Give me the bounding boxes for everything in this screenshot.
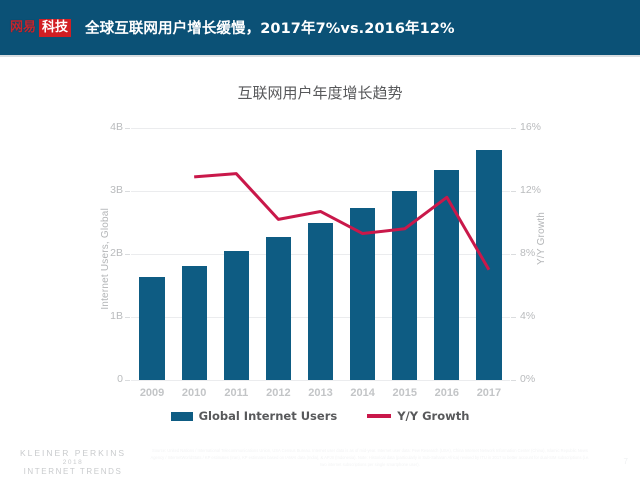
chart-title: 互联网用户年度增长趋势	[237, 84, 403, 102]
bar	[392, 191, 418, 380]
legend-item-line: Y/Y Growth	[367, 409, 469, 423]
x-tick-label: 2015	[392, 387, 417, 399]
y-axis-label-left: Internet Users, Global	[100, 208, 111, 310]
logo-red-badge: 科技	[39, 18, 72, 37]
y-tick-label-left: 4B	[110, 121, 123, 133]
x-tick-label: 2009	[139, 387, 165, 399]
gridline	[131, 191, 510, 192]
bar	[476, 150, 502, 380]
source-note: Source: United Nations / International T…	[150, 448, 590, 468]
y-tick-label-right: 8%	[520, 247, 536, 259]
line-series	[194, 172, 491, 271]
gridline	[131, 128, 510, 129]
bar-series	[131, 128, 510, 380]
chart-legend: Global Internet Users Y/Y Growth	[0, 409, 640, 423]
x-tick-label: 2016	[434, 387, 460, 399]
slide-header: 网易 科技 全球互联网用户增长缓慢，2017年7%vs.2016年12%	[0, 0, 640, 57]
growth-line-path	[194, 172, 491, 271]
axis-tickmark	[511, 317, 516, 318]
bar	[307, 223, 334, 380]
kleiner-perkins-logo: KLEINER PERKINS 2018 INTERNET TRENDS	[8, 448, 138, 477]
gridline	[131, 254, 510, 255]
legend-item-bars: Global Internet Users	[170, 409, 338, 423]
axis-tickmark	[125, 128, 130, 129]
axis-tickmark	[511, 380, 516, 381]
brand-series: INTERNET TRENDS	[23, 466, 123, 476]
brand-name: KLEINER PERKINS	[19, 448, 127, 458]
x-tick-label: 2014	[350, 387, 375, 399]
gridline	[131, 380, 510, 381]
slide-footer	[0, 438, 640, 480]
x-tick-label: 2017	[476, 387, 502, 399]
legend-label-bars: Global Internet Users	[198, 409, 338, 423]
axis-tickmark	[511, 254, 516, 255]
y-tick-label-left: 1B	[110, 310, 123, 322]
legend-line-swatch-icon	[367, 414, 392, 418]
y-tick-label-left: 2B	[110, 247, 123, 259]
x-tick-label: 2012	[266, 387, 291, 399]
gridline	[131, 317, 510, 318]
netease-tech-logo: 网易 科技	[10, 18, 72, 37]
y-tick-label-left: 0	[117, 373, 123, 385]
bar	[181, 265, 207, 380]
x-tick-label: 2013	[308, 387, 333, 399]
y-tick-label-right: 0%	[520, 373, 536, 385]
y-tick-label-right: 12%	[520, 184, 542, 196]
bar	[349, 208, 376, 380]
axis-tickmark	[125, 254, 130, 255]
bar	[434, 170, 460, 380]
axis-tickmark	[125, 191, 130, 192]
y-axis-label-right: Y/Y Growth	[536, 212, 547, 265]
axis-tickmark	[511, 128, 516, 129]
y-tick-label-right: 16%	[520, 121, 542, 133]
bar	[265, 237, 292, 380]
bar	[223, 250, 249, 380]
legend-label-line: Y/Y Growth	[397, 409, 470, 423]
x-tick-label: 2011	[224, 387, 249, 399]
y-tick-label-right: 4%	[520, 310, 536, 322]
logo-dark-text: 网易	[10, 20, 37, 35]
axis-tickmark	[511, 191, 516, 192]
bar	[139, 277, 165, 380]
y-tick-label-left: 3B	[110, 184, 123, 196]
page-title: 全球互联网用户增长缓慢，2017年7%vs.2016年12%	[85, 21, 455, 37]
legend-bar-swatch-icon	[170, 411, 193, 421]
axis-tickmark	[125, 380, 130, 381]
axis-tickmark	[125, 317, 130, 318]
brand-year: 2018	[62, 458, 84, 466]
x-tick-label: 2010	[181, 387, 207, 399]
page-number: 7	[623, 457, 628, 466]
